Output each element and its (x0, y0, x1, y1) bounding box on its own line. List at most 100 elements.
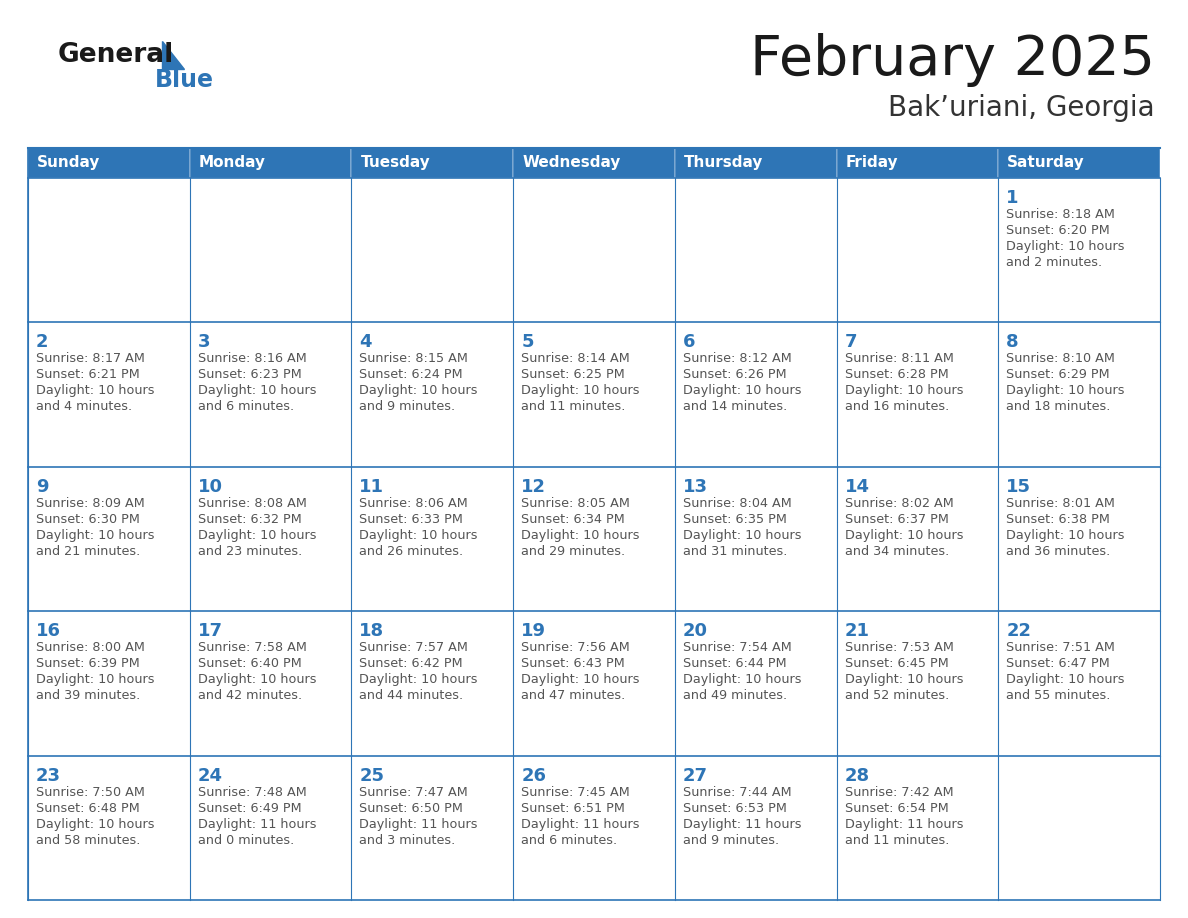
Bar (998, 466, 1159, 611)
Text: Sunset: 6:21 PM: Sunset: 6:21 PM (36, 368, 140, 381)
Text: and 11 minutes.: and 11 minutes. (845, 834, 949, 846)
Bar (998, 322, 1159, 466)
Text: and 58 minutes.: and 58 minutes. (36, 834, 140, 846)
Text: and 34 minutes.: and 34 minutes. (845, 544, 949, 558)
Text: 11: 11 (360, 477, 385, 496)
Text: Sunrise: 8:15 AM: Sunrise: 8:15 AM (360, 353, 468, 365)
Text: Sunset: 6:29 PM: Sunset: 6:29 PM (1006, 368, 1110, 381)
Text: Sunrise: 7:47 AM: Sunrise: 7:47 AM (360, 786, 468, 799)
Text: Thursday: Thursday (684, 155, 763, 171)
Text: Sunset: 6:26 PM: Sunset: 6:26 PM (683, 368, 786, 381)
Polygon shape (162, 41, 184, 69)
Text: Sunset: 6:20 PM: Sunset: 6:20 PM (1006, 224, 1110, 237)
Text: 25: 25 (360, 767, 385, 785)
Text: Sunrise: 8:02 AM: Sunrise: 8:02 AM (845, 497, 953, 509)
Text: 16: 16 (36, 622, 61, 640)
Text: Sunrise: 8:09 AM: Sunrise: 8:09 AM (36, 497, 145, 509)
Text: 7: 7 (845, 333, 857, 352)
Text: 28: 28 (845, 767, 870, 785)
Text: 27: 27 (683, 767, 708, 785)
Bar (352, 756, 513, 900)
Text: 20: 20 (683, 622, 708, 640)
Text: Sunset: 6:32 PM: Sunset: 6:32 PM (197, 513, 302, 526)
Text: Sunrise: 7:51 AM: Sunrise: 7:51 AM (1006, 641, 1116, 655)
Text: and 36 minutes.: and 36 minutes. (1006, 544, 1111, 558)
Text: Sunset: 6:42 PM: Sunset: 6:42 PM (360, 657, 463, 670)
Text: Daylight: 10 hours: Daylight: 10 hours (360, 385, 478, 397)
Text: Daylight: 10 hours: Daylight: 10 hours (36, 529, 154, 542)
Bar (675, 322, 836, 466)
Text: 18: 18 (360, 622, 385, 640)
Text: Daylight: 11 hours: Daylight: 11 hours (360, 818, 478, 831)
Text: Sunrise: 8:05 AM: Sunrise: 8:05 AM (522, 497, 630, 509)
Text: Sunset: 6:23 PM: Sunset: 6:23 PM (197, 368, 302, 381)
Text: Sunrise: 7:42 AM: Sunrise: 7:42 AM (845, 786, 953, 799)
Bar (190, 178, 352, 322)
Text: Daylight: 11 hours: Daylight: 11 hours (845, 818, 963, 831)
Text: and 52 minutes.: and 52 minutes. (845, 689, 949, 702)
Text: Sunset: 6:25 PM: Sunset: 6:25 PM (522, 368, 625, 381)
Text: Sunset: 6:50 PM: Sunset: 6:50 PM (360, 801, 463, 814)
Text: and 9 minutes.: and 9 minutes. (683, 834, 779, 846)
Text: Sunrise: 7:57 AM: Sunrise: 7:57 AM (360, 641, 468, 655)
Bar (998, 756, 1159, 900)
Text: Daylight: 10 hours: Daylight: 10 hours (197, 385, 316, 397)
Text: Sunrise: 7:54 AM: Sunrise: 7:54 AM (683, 641, 791, 655)
Text: Daylight: 11 hours: Daylight: 11 hours (683, 818, 802, 831)
Text: Sunrise: 8:00 AM: Sunrise: 8:00 AM (36, 641, 145, 655)
Text: Daylight: 10 hours: Daylight: 10 hours (1006, 673, 1125, 686)
Text: 26: 26 (522, 767, 546, 785)
Text: Daylight: 10 hours: Daylight: 10 hours (522, 529, 639, 542)
Bar (29, 611, 190, 756)
Text: and 3 minutes.: and 3 minutes. (360, 834, 456, 846)
Text: February 2025: February 2025 (750, 33, 1155, 87)
Bar (675, 756, 836, 900)
Text: Sunset: 6:47 PM: Sunset: 6:47 PM (1006, 657, 1110, 670)
Bar (190, 756, 352, 900)
Bar (513, 178, 675, 322)
Text: Sunrise: 7:58 AM: Sunrise: 7:58 AM (197, 641, 307, 655)
Text: and 49 minutes.: and 49 minutes. (683, 689, 786, 702)
Text: 21: 21 (845, 622, 870, 640)
Text: Daylight: 10 hours: Daylight: 10 hours (1006, 385, 1125, 397)
Bar (190, 611, 352, 756)
Text: and 6 minutes.: and 6 minutes. (522, 834, 618, 846)
Bar (998, 611, 1159, 756)
Text: Daylight: 10 hours: Daylight: 10 hours (36, 673, 154, 686)
Text: Daylight: 10 hours: Daylight: 10 hours (1006, 240, 1125, 253)
Text: Sunset: 6:48 PM: Sunset: 6:48 PM (36, 801, 140, 814)
Text: Sunset: 6:28 PM: Sunset: 6:28 PM (845, 368, 948, 381)
Text: Sunrise: 7:56 AM: Sunrise: 7:56 AM (522, 641, 630, 655)
Text: Friday: Friday (846, 155, 898, 171)
Text: Daylight: 10 hours: Daylight: 10 hours (683, 385, 802, 397)
Text: Sunrise: 7:45 AM: Sunrise: 7:45 AM (522, 786, 630, 799)
Text: Daylight: 10 hours: Daylight: 10 hours (1006, 529, 1125, 542)
Bar (190, 148, 352, 178)
Text: Daylight: 10 hours: Daylight: 10 hours (360, 529, 478, 542)
Text: and 0 minutes.: and 0 minutes. (197, 834, 293, 846)
Bar (29, 322, 190, 466)
Text: Daylight: 10 hours: Daylight: 10 hours (522, 673, 639, 686)
Text: Blue: Blue (154, 68, 214, 92)
Text: 24: 24 (197, 767, 222, 785)
Text: 19: 19 (522, 622, 546, 640)
Bar (513, 148, 675, 178)
Text: Sunrise: 7:48 AM: Sunrise: 7:48 AM (197, 786, 307, 799)
Text: Sunset: 6:38 PM: Sunset: 6:38 PM (1006, 513, 1110, 526)
Text: Sunrise: 8:01 AM: Sunrise: 8:01 AM (1006, 497, 1116, 509)
Text: Sunrise: 8:10 AM: Sunrise: 8:10 AM (1006, 353, 1116, 365)
Text: Sunset: 6:40 PM: Sunset: 6:40 PM (197, 657, 302, 670)
Bar (513, 756, 675, 900)
Bar (29, 148, 190, 178)
Bar (513, 322, 675, 466)
Text: 15: 15 (1006, 477, 1031, 496)
Bar (675, 178, 836, 322)
Text: Bak’uriani, Georgia: Bak’uriani, Georgia (889, 94, 1155, 122)
Text: and 2 minutes.: and 2 minutes. (1006, 256, 1102, 269)
Text: Sunday: Sunday (37, 155, 100, 171)
Bar (352, 322, 513, 466)
Text: Sunset: 6:34 PM: Sunset: 6:34 PM (522, 513, 625, 526)
Bar (190, 322, 352, 466)
Bar (29, 178, 190, 322)
Text: Daylight: 10 hours: Daylight: 10 hours (683, 673, 802, 686)
